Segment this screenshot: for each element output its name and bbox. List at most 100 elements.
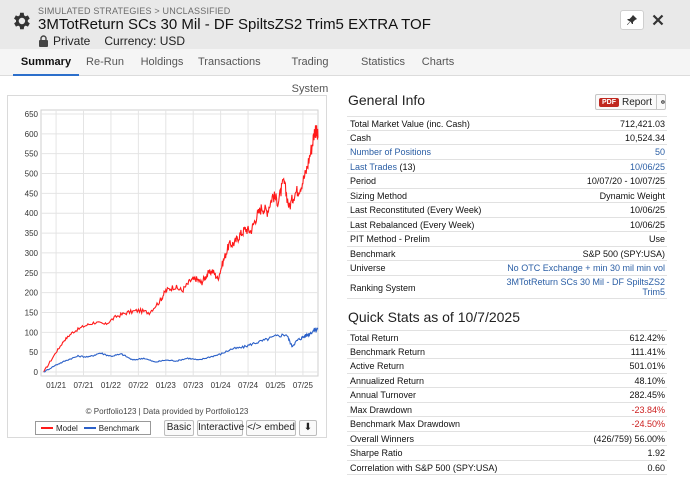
y-tick-label: 350 xyxy=(25,229,39,238)
table-row: Sizing Method Dynamic Weight xyxy=(347,189,667,203)
row-label: PIT Method - Prelim xyxy=(350,234,430,244)
legend-label-model: Model xyxy=(56,423,78,433)
table-row: Annualized Return 48.10% xyxy=(347,374,667,388)
table-row: Annual Turnover 282.45% xyxy=(347,388,667,403)
download-button[interactable]: ⬇ xyxy=(299,420,317,436)
general-info-table: Total Market Value (inc. Cash) 712,421.0… xyxy=(347,116,667,299)
x-tick-label: 01/24 xyxy=(211,381,232,390)
row-value: 10/06/25 xyxy=(629,205,665,215)
row-label: Period xyxy=(350,176,377,186)
row-value: -23.84% xyxy=(631,404,665,415)
row-label: Total Market Value (inc. Cash) xyxy=(350,119,470,129)
tab-summary[interactable]: Summary xyxy=(13,49,79,76)
breadcrumb[interactable]: SIMULATED STRATEGIES > UNCLASSIFIED xyxy=(38,6,231,16)
x-tick-label: 07/23 xyxy=(183,381,204,390)
row-label: Ranking System xyxy=(350,282,416,293)
quick-stats-table: Total Return 612.42% Benchmark Return 11… xyxy=(347,330,667,475)
report-settings-icon[interactable] xyxy=(660,97,665,107)
y-tick-label: 400 xyxy=(25,209,39,218)
report-separator xyxy=(656,95,657,109)
y-tick-label: 450 xyxy=(25,189,39,198)
table-row: Benchmark Return 111.41% xyxy=(347,345,667,359)
performance-chart[interactable]: 0 50 100 150 200 250 300 350 400 450 500 550 600 650 0… xyxy=(8,96,326,406)
plot-area xyxy=(40,109,319,377)
row-label: Cash xyxy=(350,132,372,143)
x-tick-label: 01/21 xyxy=(46,381,67,390)
row-label: Last Rebalanced (Every Week) xyxy=(350,219,475,230)
legend-item-model[interactable]: Model xyxy=(41,424,78,433)
row-value: 0.60 xyxy=(647,462,665,473)
universe-link[interactable]: No OTC Exchange + min 30 mil min vol xyxy=(507,263,665,273)
ranking-system-name-cont: Trim5 xyxy=(642,286,665,297)
x-tick-label: 01/22 xyxy=(101,381,122,390)
y-tick-label: 100 xyxy=(25,328,39,337)
pin-button[interactable] xyxy=(620,10,644,30)
gear-icon[interactable] xyxy=(10,10,32,32)
legend-swatch-model xyxy=(41,427,53,429)
tab-statistics[interactable]: Statistics xyxy=(360,56,405,68)
y-tick-label: 200 xyxy=(25,289,39,298)
row-value: 10,524.34 xyxy=(624,132,665,143)
row-label: Universe xyxy=(350,263,386,273)
x-tick-label: 07/24 xyxy=(238,381,259,390)
last-trades-date-link[interactable]: 10/06/25 xyxy=(629,161,665,172)
y-tick-label: 600 xyxy=(25,130,39,139)
last-trades-link[interactable]: Last Trades xyxy=(350,161,398,172)
positions-link[interactable]: Number of Positions xyxy=(350,147,432,157)
tab-charts[interactable]: Charts xyxy=(421,56,455,68)
row-label: Overall Winners xyxy=(350,433,415,444)
row-value: 1.92 xyxy=(647,448,665,458)
positions-count-link[interactable]: 50 xyxy=(654,147,665,157)
y-tick-label: 250 xyxy=(25,269,39,278)
row-label: Max Drawdown xyxy=(350,404,413,415)
report-label: Report xyxy=(622,96,653,108)
tab-transactions[interactable]: Transactions xyxy=(198,56,261,68)
tab-trading-system[interactable]: Trading System xyxy=(291,56,329,95)
table-row: Correlation with S&P 500 (SPY:USA) 0.60 xyxy=(347,461,667,475)
table-row: Active Return 501.01% xyxy=(347,359,667,374)
ranking-system-link[interactable]: 3MTotReturn SCs 30 Mil - DF SpiltsZS2 Tri… xyxy=(506,277,665,297)
series-line-model xyxy=(43,125,319,373)
close-button[interactable] xyxy=(648,10,668,30)
row-value: 111.41% xyxy=(630,346,665,357)
legend-label-benchmark: Benchmark xyxy=(98,423,140,433)
table-row: Universe No OTC Exchange + min 30 mil mi… xyxy=(347,261,667,276)
table-row: Total Return 612.42% xyxy=(347,330,667,345)
row-value: 10/07/20 - 10/07/25 xyxy=(586,176,665,186)
y-tick-label: 50 xyxy=(29,348,38,357)
interactive-chart-button[interactable]: Interactive xyxy=(197,420,244,436)
download-icon: ⬇ xyxy=(303,422,313,433)
legend-item-benchmark[interactable]: Benchmark xyxy=(83,423,140,433)
row-label: Last Reconstituted (Every Week) xyxy=(350,205,482,215)
currency-label: Currency: USD xyxy=(104,34,186,48)
report-button[interactable]: PDF Report xyxy=(595,94,666,110)
row-label: Benchmark xyxy=(350,248,396,259)
table-row: Ranking System 3MTotReturn SCs 30 Mil - … xyxy=(347,276,667,299)
table-row: Total Market Value (inc. Cash) 712,421.0… xyxy=(347,116,667,131)
table-row: Sharpe Ratio 1.92 xyxy=(347,446,667,461)
ranking-system-name: 3MTotReturn SCs 30 Mil - DF SpiltsZS2 xyxy=(506,276,665,287)
table-row: Max Drawdown -23.84% xyxy=(347,403,667,417)
row-value: (426/759) 56.00% xyxy=(593,433,665,444)
row-value: 48.10% xyxy=(634,375,665,386)
row-label: Sharpe Ratio xyxy=(350,448,403,458)
row-label: Active Return xyxy=(350,361,405,371)
table-row: Benchmark S&P 500 (SPY:USA) xyxy=(347,247,667,261)
x-tick-label: 01/23 xyxy=(156,381,177,390)
close-icon xyxy=(652,14,664,26)
row-label: Last Trades (13) xyxy=(350,162,416,172)
y-tick-label: 500 xyxy=(25,170,39,179)
tab-holdings[interactable]: Holdings xyxy=(140,56,184,68)
row-label: Annualized Return xyxy=(350,375,425,386)
row-value: Dynamic Weight xyxy=(599,190,665,201)
page-title: 3MTotReturn SCs 30 Mil - DF SpiltsZS2 Tr… xyxy=(38,16,431,33)
row-value: 282.45% xyxy=(629,390,665,400)
table-row: Cash 10,524.34 xyxy=(347,131,667,145)
row-value: S&P 500 (SPY:USA) xyxy=(582,248,665,259)
embed-button[interactable]: </> embed xyxy=(246,420,296,436)
basic-chart-button[interactable]: Basic xyxy=(164,420,194,436)
table-row: Number of Positions 50 xyxy=(347,145,667,160)
tab-re-run[interactable]: Re-Run xyxy=(86,56,124,68)
last-trades-count: (13) xyxy=(399,161,416,172)
table-row: Benchmark Max Drawdown -24.50% xyxy=(347,417,667,432)
